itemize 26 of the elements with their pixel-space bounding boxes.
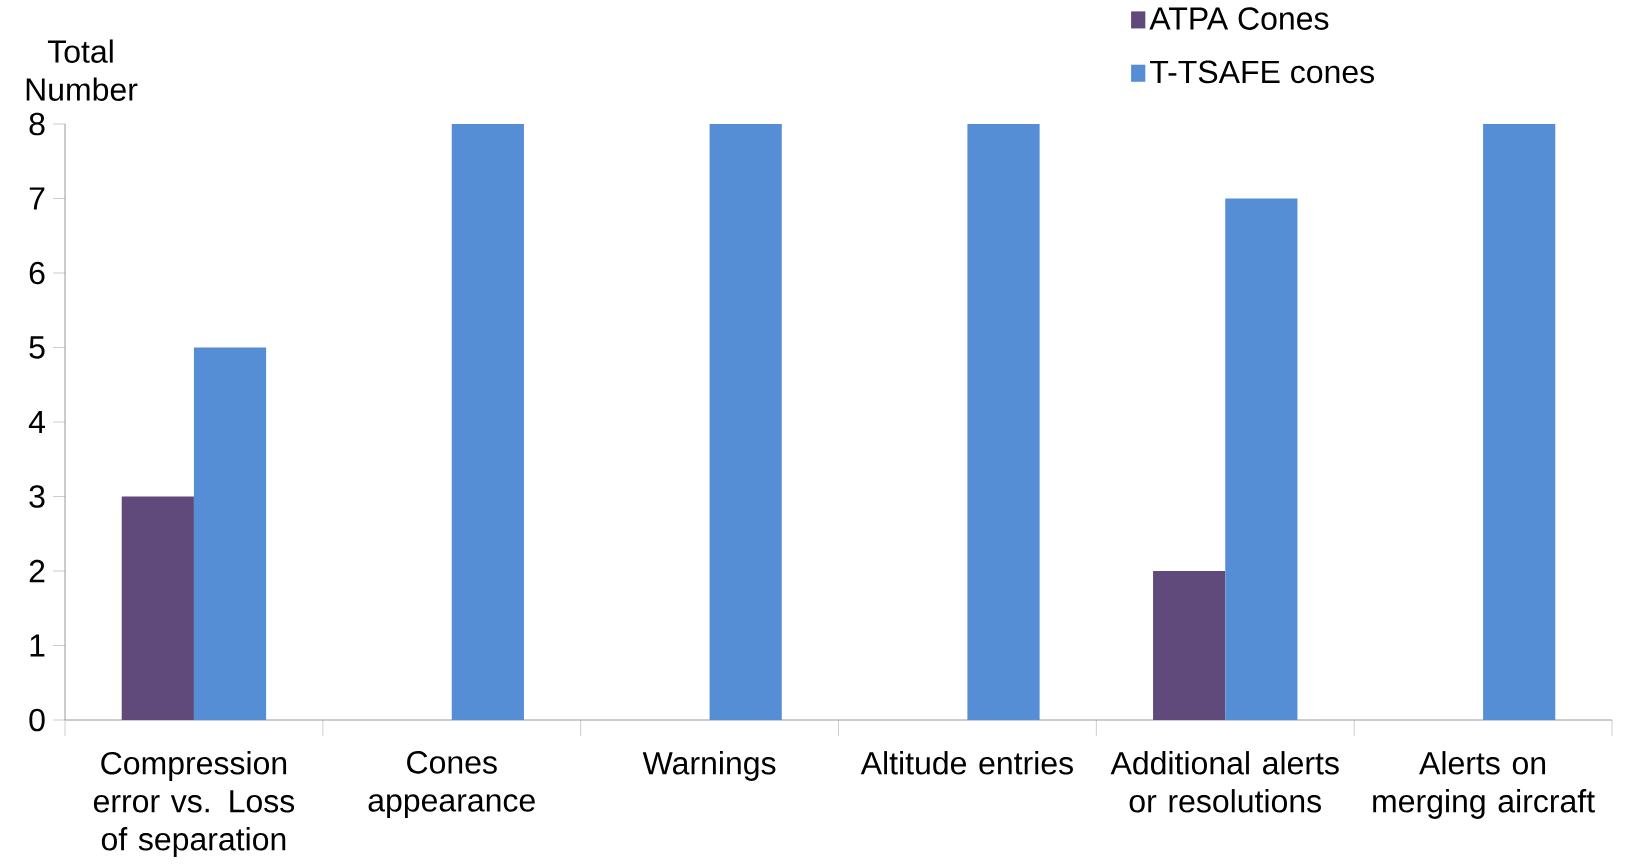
x-tick-label: Compression error vs. Loss of separation [93,751,295,857]
y-tick-label: 1 [30,634,45,657]
legend-label: T-TSAFE cones [1150,60,1374,84]
bar [1225,198,1298,720]
y-tick-label: 0 [29,708,45,732]
y-tick-label: 2 [29,559,45,583]
bar [967,123,1040,720]
y-tick-label: 3 [29,485,45,508]
y-tick-label: 5 [29,336,45,359]
x-tick-label: Warnings [642,751,776,781]
y-axis-title: Total Number [26,39,138,101]
bar [709,123,782,720]
legend-label: ATPA Cones [1149,7,1329,30]
x-tick-label: Cones appearance [368,751,535,819]
bar [193,347,267,720]
x-tick-label: Altitude entries [860,751,1073,775]
y-tick-label: 4 [28,410,45,434]
bar [121,496,194,720]
x-tick-label: Alerts on merging aircraft [1373,751,1595,819]
bar [451,123,524,720]
bar [1483,123,1556,720]
x-tick-label: Additional alerts or resolutions [1110,751,1339,813]
y-tick-label: 7 [29,187,45,210]
y-tick-label: 6 [29,261,45,285]
y-tick-label: 8 [29,112,45,136]
bar [1153,571,1226,720]
